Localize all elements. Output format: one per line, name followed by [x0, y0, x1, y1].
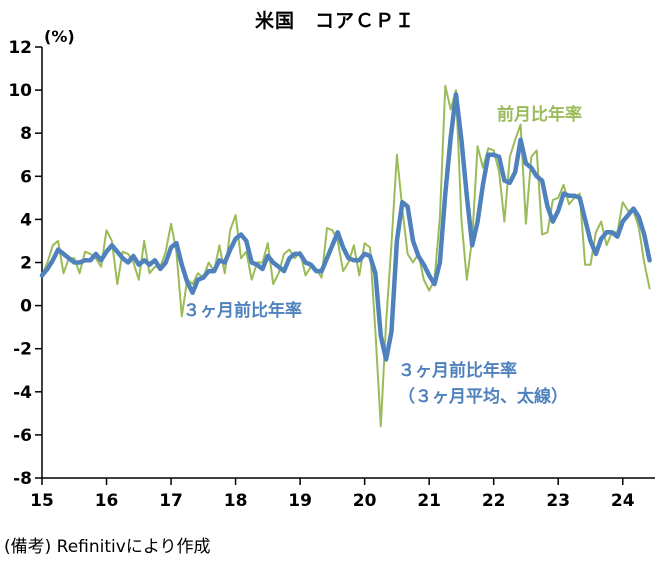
- y-tick-label: 12: [8, 38, 32, 58]
- y-tick-label: -2: [13, 340, 32, 360]
- y-tick-label: 0: [20, 297, 32, 317]
- annotation-3mo-rate: ３ヶ月前比年率: [183, 301, 302, 321]
- annotation-monthly-rate: 前月比年率: [497, 105, 582, 125]
- x-tick-label: 22: [482, 491, 506, 511]
- y-axis-unit-label: (%): [44, 27, 75, 46]
- chart-title: 米国 コアＣＰＩ: [254, 10, 415, 32]
- y-tick-label: 10: [8, 81, 32, 101]
- x-tick-label: 15: [30, 491, 54, 511]
- source-note: (備考) Refinitivにより作成: [4, 537, 211, 557]
- x-tick-label: 21: [417, 491, 441, 511]
- y-tick-label: -8: [13, 469, 32, 489]
- x-tick-label: 16: [95, 491, 119, 511]
- x-tick-label: 18: [224, 491, 248, 511]
- x-tick-label: 23: [546, 491, 570, 511]
- x-tick-label: 19: [288, 491, 312, 511]
- annotation-3mo-avg-line2: （３ヶ月平均、太線）: [398, 387, 568, 408]
- annotation-3mo-avg-line1: ３ヶ月前比年率: [398, 361, 517, 381]
- y-tick-label: 6: [20, 167, 32, 187]
- series-line-monthly: [41, 84, 651, 428]
- y-tick-label: 8: [20, 124, 32, 144]
- x-tick-label: 17: [159, 491, 183, 511]
- y-tick-label: 2: [20, 254, 32, 274]
- y-tick-label: 4: [20, 210, 32, 230]
- x-tick-label: 20: [353, 491, 377, 511]
- annotation-3mo-avg: ３ヶ月前比年率 （３ヶ月平均、太線）: [398, 358, 568, 411]
- y-tick-label: -4: [13, 383, 32, 403]
- y-tick-label: -6: [13, 426, 32, 446]
- series-line-3mo-avg: [39, 92, 652, 362]
- x-tick-label: 24: [611, 491, 635, 511]
